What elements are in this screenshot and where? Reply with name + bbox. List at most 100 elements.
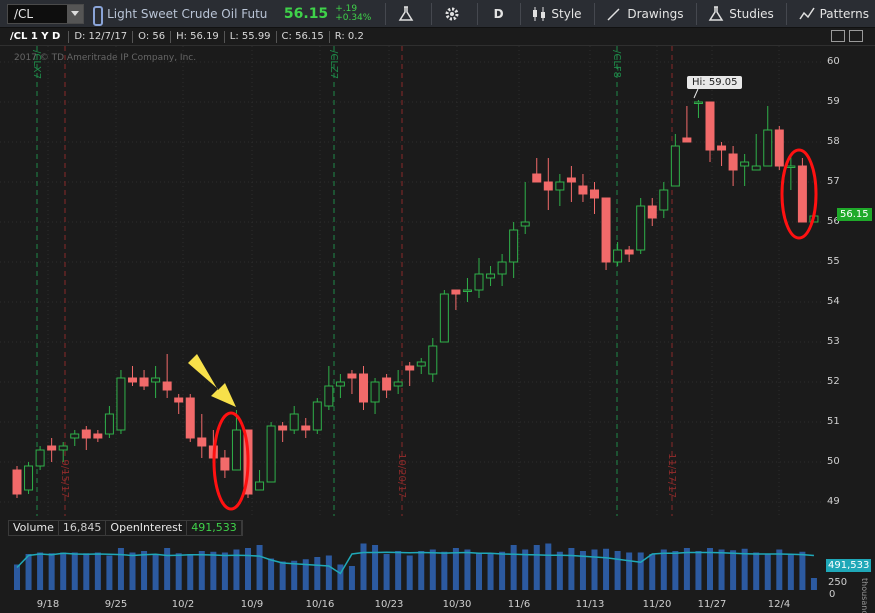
candle-body	[116, 377, 126, 431]
chart-symbol: /CL 1 Y D	[10, 31, 61, 42]
volume-bar	[695, 551, 702, 590]
volume-bar	[510, 545, 517, 590]
candle-body	[185, 397, 195, 439]
patterns-icon	[798, 7, 815, 19]
symbol-selector[interactable]: /CL	[7, 3, 84, 24]
date-tick-label: 10/9	[240, 599, 264, 610]
date-axis[interactable]: 9/18 9/25 10/2 10/9 10/16 10/23 10/30 11/6 11/13…	[0, 598, 822, 613]
studies-label: Studies	[729, 6, 774, 21]
volume-bar	[452, 548, 459, 590]
volume-bar	[48, 553, 55, 590]
candle-body	[566, 177, 576, 183]
bar-open: O: 56	[132, 30, 170, 43]
price-axis[interactable]: 60 59 58 57 56 55 54 53 52 51 50 49	[822, 46, 875, 516]
price-tick-label: 49	[827, 496, 840, 507]
volume-bar	[94, 552, 101, 590]
price-tick-label: 58	[827, 136, 840, 147]
annotations	[188, 88, 818, 511]
candle-body	[717, 145, 727, 151]
volume-bar	[441, 551, 448, 590]
volume-bar	[302, 559, 309, 590]
volume-bar	[556, 551, 563, 590]
candle-body	[289, 413, 299, 431]
volume-bar	[383, 554, 390, 590]
studies-button[interactable]: Studies	[702, 0, 780, 28]
high-callout: Hi: 59.05	[687, 76, 743, 89]
chevron-down-icon[interactable]	[66, 4, 83, 23]
candle-body	[416, 361, 426, 367]
settings-button[interactable]	[438, 0, 471, 28]
candle-body	[509, 229, 519, 263]
date-tick-label: 12/4	[767, 599, 791, 610]
candle-body	[70, 433, 80, 439]
candle-body	[128, 377, 137, 383]
flask-button[interactable]	[392, 0, 425, 28]
candle-body	[797, 165, 807, 223]
volume-value: 16,845	[59, 521, 107, 535]
volume-bar	[591, 549, 598, 590]
symbol-description: Light Sweet Crude Oil Futures,ETH (JA...	[107, 6, 268, 21]
patterns-button[interactable]: Patterns	[793, 0, 875, 28]
candle-body	[728, 153, 738, 171]
candle-body	[93, 433, 103, 439]
price-tick-label: 55	[827, 256, 840, 267]
candle-body	[370, 381, 380, 403]
date-tick-label: 11/6	[507, 599, 531, 610]
candle-body	[12, 469, 22, 495]
last-price: 56.15	[283, 5, 329, 22]
oi-label: OpenInterest	[106, 521, 188, 535]
candle-body	[462, 289, 472, 292]
candle-body	[763, 129, 773, 167]
volume-bar	[545, 543, 552, 590]
date-tick-label: 11/27	[697, 599, 727, 610]
style-button[interactable]: Style	[526, 0, 587, 28]
volume-bar	[429, 549, 436, 590]
bar-close: C: 56.15	[275, 30, 329, 43]
candles	[12, 100, 819, 498]
volume-bar	[637, 552, 644, 590]
candle-body	[197, 437, 207, 447]
link-icon[interactable]	[90, 5, 104, 26]
candle-body	[532, 173, 542, 183]
volume-bar	[418, 551, 425, 590]
volume-bar	[730, 550, 737, 590]
candle-body	[601, 197, 611, 263]
date-tick-label: 9/18	[36, 599, 60, 610]
price-tick-label: 56	[827, 216, 840, 227]
drawings-button[interactable]: Drawings	[600, 0, 689, 28]
expiry-label: 10/20/17	[396, 453, 407, 498]
bar-range: R: 0.2	[328, 30, 369, 43]
candle-body	[439, 293, 449, 343]
candle-body	[382, 377, 392, 391]
candle-body	[786, 165, 796, 168]
volume-bar	[14, 564, 20, 590]
candle-body	[428, 345, 438, 375]
candle-body	[486, 273, 496, 279]
volume-bar	[279, 561, 286, 590]
price-tick-label: 50	[827, 456, 840, 467]
volume-bar	[718, 549, 725, 590]
volume-bar	[614, 551, 621, 590]
aggregation-button[interactable]: D	[493, 6, 504, 21]
volume-bar	[325, 555, 332, 590]
candle-body	[24, 465, 34, 491]
maximize-icon[interactable]	[831, 30, 845, 42]
candle-body	[266, 425, 276, 483]
price-tick-label: 54	[827, 296, 840, 307]
flask-icon	[398, 5, 414, 21]
expiry-label: /CLF8	[611, 50, 622, 78]
candle-body	[174, 397, 184, 403]
candle-body	[393, 381, 403, 387]
volume-bar	[372, 545, 379, 590]
volume-chart[interactable]	[0, 538, 822, 598]
candle-body	[520, 221, 530, 227]
candle-body	[474, 273, 484, 291]
volume-bar	[337, 564, 344, 590]
volume-bar	[579, 551, 586, 590]
price-chart[interactable]: /CLX7 9/15/17/CLZ7 10/20/17/CLF8 11/17/17	[0, 46, 822, 516]
volume-bar	[603, 548, 610, 590]
price-tick-label: 60	[827, 56, 840, 67]
candle-body	[555, 181, 565, 191]
volume-bar	[25, 554, 32, 590]
restore-icon[interactable]	[849, 30, 863, 42]
